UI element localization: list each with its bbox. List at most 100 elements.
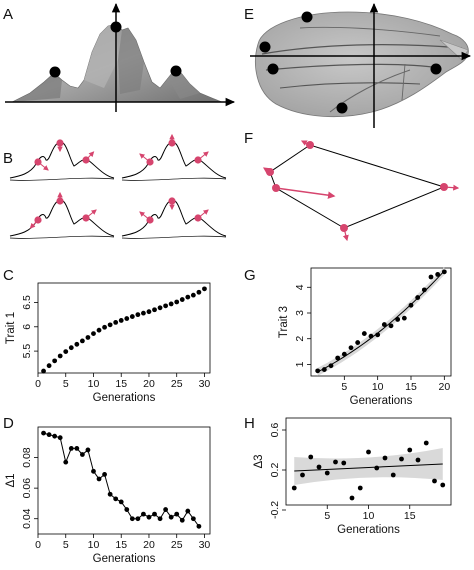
data-point xyxy=(341,460,347,466)
data-point xyxy=(401,315,407,321)
data-point xyxy=(85,447,91,453)
data-point xyxy=(96,327,102,333)
data-point xyxy=(168,514,174,520)
data-point xyxy=(124,507,130,512)
data-point xyxy=(57,353,63,359)
landmark-point-5 xyxy=(440,183,448,191)
data-point xyxy=(357,485,363,491)
x-tick-label: 25 xyxy=(171,378,183,390)
data-point xyxy=(41,368,46,374)
sketch-point xyxy=(146,158,154,166)
data-point xyxy=(341,351,347,357)
data-point xyxy=(163,507,169,512)
y-tick-label: 0.2 xyxy=(269,463,281,478)
y-axis-label: Trait 1 xyxy=(5,312,17,344)
panel-label-h: H xyxy=(244,415,255,432)
y-tick-label: 2 xyxy=(294,336,306,342)
data-point xyxy=(118,318,124,323)
panel-label-g: G xyxy=(244,267,256,284)
data-point xyxy=(388,323,394,329)
x-tick-label: 20 xyxy=(438,381,450,393)
data-point xyxy=(408,302,414,308)
data-point xyxy=(348,345,354,351)
wing-landmark-top xyxy=(301,11,313,23)
y-axis-label: Δ1 xyxy=(5,473,17,487)
sketch-point xyxy=(146,216,154,224)
x-tick-label: 5 xyxy=(63,539,69,551)
data-point xyxy=(421,287,427,293)
sketch-point xyxy=(82,156,90,164)
wing-landmark-right xyxy=(430,63,442,75)
data-point xyxy=(355,340,361,345)
plot-frame xyxy=(310,267,452,377)
data-point xyxy=(41,430,46,436)
y-tick-label: 0.04 xyxy=(21,508,33,529)
landscape-sketch-4 xyxy=(121,197,227,239)
x-axis-label: Generations xyxy=(93,553,156,565)
data-point xyxy=(152,511,157,517)
data-point xyxy=(63,349,69,354)
x-tick-label: 30 xyxy=(199,539,211,551)
data-point xyxy=(107,322,113,328)
data-point xyxy=(135,516,141,522)
data-point xyxy=(146,514,152,520)
y-tick-label: 0.06 xyxy=(21,478,33,499)
data-point xyxy=(102,471,107,477)
y-tick-label: 3 xyxy=(294,310,306,316)
y-axis-label: Trait 3 xyxy=(278,306,290,338)
landmark-point-2 xyxy=(266,168,274,176)
y-tick-label: 1 xyxy=(294,361,306,367)
y-tick-label: -0.2 xyxy=(269,501,281,519)
data-point xyxy=(57,435,63,441)
x-tick-label: 20 xyxy=(143,539,155,551)
data-point xyxy=(432,478,437,484)
data-point xyxy=(381,322,387,327)
data-point xyxy=(321,367,327,372)
data-point xyxy=(157,305,163,311)
data-point xyxy=(382,455,388,461)
sketch-point xyxy=(56,197,64,205)
panel-label-d: D xyxy=(3,415,14,432)
x-tick-label: 10 xyxy=(88,539,100,551)
data-point xyxy=(79,452,85,457)
data-point xyxy=(85,335,91,340)
data-point xyxy=(366,449,371,455)
x-tick-label: 15 xyxy=(404,510,416,522)
data-point xyxy=(113,496,119,502)
data-point xyxy=(399,456,404,462)
data-point xyxy=(141,511,146,517)
data-point xyxy=(124,316,130,321)
data-point xyxy=(190,516,196,522)
x-tick-label: 0 xyxy=(35,539,41,551)
data-point xyxy=(168,301,174,307)
data-point xyxy=(179,297,185,302)
chart-d-delta1: 0 5 10 15 20 25 30 0.04 0.06 0.08 Generations Δ1 xyxy=(5,426,211,565)
landscape-sketch-3 xyxy=(9,191,115,239)
landmark-polygon xyxy=(269,144,446,229)
data-point xyxy=(129,314,135,319)
panel-label-c: C xyxy=(3,267,14,284)
data-point xyxy=(157,516,163,522)
data-point xyxy=(407,447,413,453)
sketch-point xyxy=(56,139,64,147)
data-point xyxy=(423,440,429,446)
fit-line xyxy=(294,463,443,472)
y-tick-label: 6.5 xyxy=(21,295,33,310)
wing-landmark-left xyxy=(259,41,271,53)
fit-confidence-band xyxy=(294,448,443,485)
data-point xyxy=(52,433,58,439)
data-point xyxy=(415,457,421,463)
sketch-point xyxy=(168,197,176,205)
data-point xyxy=(196,289,202,295)
data-point xyxy=(46,432,52,438)
x-tick-label: 5 xyxy=(324,510,330,522)
y-tick-label: 0.6 xyxy=(269,423,281,438)
x-tick-label: 15 xyxy=(115,539,127,551)
data-point xyxy=(202,286,207,292)
y-tick-label: 0.08 xyxy=(21,447,33,468)
x-tick-label: 10 xyxy=(372,381,384,393)
landmark-polygon-panel xyxy=(263,140,460,242)
landmark-point-3 xyxy=(272,184,280,192)
data-point xyxy=(46,363,52,369)
